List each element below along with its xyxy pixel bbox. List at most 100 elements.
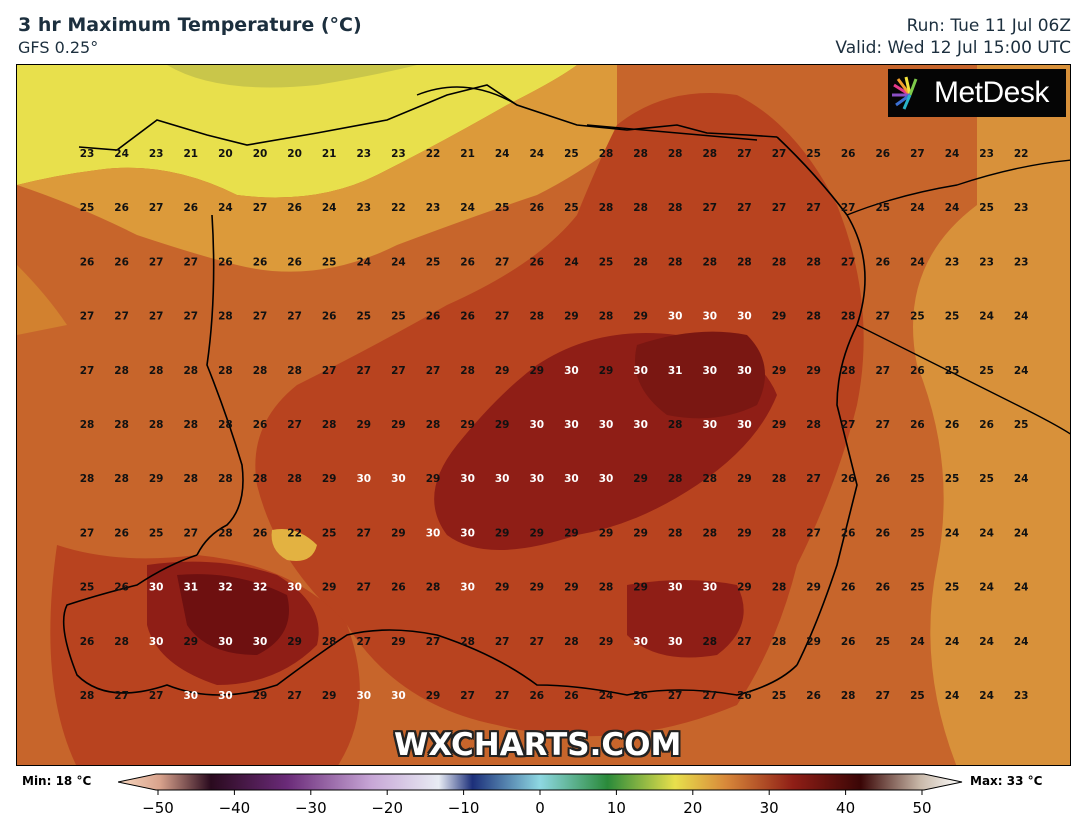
grid-value: 27	[183, 311, 198, 323]
grid-value: 27	[356, 582, 371, 594]
grid-value: 28	[633, 148, 648, 160]
grid-value: 24	[114, 148, 129, 160]
grid-value: 26	[529, 256, 544, 268]
grid-value: 28	[183, 419, 198, 431]
grid-value: 26	[114, 582, 129, 594]
grid-value: 25	[772, 690, 787, 702]
grid-value: 30	[529, 419, 544, 431]
grid-value: 24	[979, 311, 994, 323]
grid-value: 23	[80, 148, 95, 160]
grid-value: 24	[1014, 311, 1029, 323]
grid-value: 29	[806, 636, 821, 648]
grid-value: 22	[426, 148, 441, 160]
metdesk-starburst-icon	[892, 76, 918, 110]
grid-value: 25	[979, 202, 994, 214]
grid-value: 27	[149, 690, 164, 702]
border-west	[196, 214, 244, 556]
grid-value: 29	[633, 527, 648, 539]
grid-value: 26	[460, 311, 475, 323]
grid-value: 27	[875, 419, 890, 431]
grid-value: 28	[218, 473, 233, 485]
grid-value: 25	[1014, 419, 1029, 431]
grid-value: 28	[841, 311, 856, 323]
grid-value: 28	[737, 256, 752, 268]
grid-value: 27	[356, 527, 371, 539]
grid-value: 25	[979, 473, 994, 485]
grid-value: 24	[322, 202, 337, 214]
grid-value: 31	[668, 365, 683, 377]
grid-value: 24	[564, 256, 579, 268]
grid-value: 30	[149, 636, 164, 648]
grid-value: 25	[564, 202, 579, 214]
scale-tick-label: −10	[448, 799, 480, 817]
grid-value: 26	[806, 690, 821, 702]
grid-value: 23	[945, 256, 960, 268]
scale-tick-label: 30	[760, 799, 779, 817]
grid-value: 24	[1014, 473, 1029, 485]
grid-value: 24	[460, 202, 475, 214]
grid-value: 27	[183, 256, 198, 268]
grid-value: 28	[218, 311, 233, 323]
grid-value: 21	[322, 148, 337, 160]
grid-value: 27	[114, 690, 129, 702]
grid-value: 24	[529, 148, 544, 160]
grid-value: 20	[287, 148, 302, 160]
grid-value: 28	[80, 419, 95, 431]
grid-value: 28	[841, 690, 856, 702]
grid-value: 24	[945, 148, 960, 160]
cool-zone-sea	[167, 65, 417, 88]
grid-value: 26	[218, 256, 233, 268]
grid-value: 30	[183, 690, 198, 702]
model-label: GFS 0.25°	[18, 38, 99, 57]
grid-value: 29	[529, 527, 544, 539]
grid-value: 26	[875, 473, 890, 485]
grid-value: 28	[183, 365, 198, 377]
grid-value: 28	[772, 582, 787, 594]
grid-value: 26	[114, 527, 129, 539]
grid-value: 29	[737, 473, 752, 485]
grid-value: 28	[599, 582, 614, 594]
grid-value: 27	[668, 690, 683, 702]
grid-value: 28	[772, 256, 787, 268]
grid-value: 23	[979, 148, 994, 160]
grid-value: 30	[564, 419, 579, 431]
grid-value: 28	[702, 527, 717, 539]
scale-tick-label: −50	[142, 799, 174, 817]
grid-value: 29	[564, 527, 579, 539]
metdesk-logo-text: MetDesk	[934, 76, 1049, 109]
grid-value: 24	[1014, 527, 1029, 539]
grid-value: 25	[322, 527, 337, 539]
grid-value: 30	[391, 473, 406, 485]
grid-value: 29	[737, 582, 752, 594]
grid-value: 23	[979, 256, 994, 268]
grid-value: 27	[806, 202, 821, 214]
grid-value: 24	[218, 202, 233, 214]
grid-value: 24	[1014, 582, 1029, 594]
temperature-map[interactable]: 23 24 23 21 20 20 20 21 23 23 22 21 24 24 25 28 28 28 28 27…	[16, 64, 1071, 766]
grid-value: 26	[322, 311, 337, 323]
grid-value: 27	[149, 202, 164, 214]
grid-value: 27	[702, 202, 717, 214]
grid-value: 23	[1014, 256, 1029, 268]
grid-value: 27	[806, 527, 821, 539]
grid-value: 28	[599, 148, 614, 160]
grid-value: 30	[737, 419, 752, 431]
grid-value: 28	[806, 311, 821, 323]
map-canvas: 23 24 23 21 20 20 20 21 23 23 22 21 24 24 25 28 28 28 28 27…	[17, 65, 1070, 765]
grid-value: 26	[910, 365, 925, 377]
grid-value: 21	[183, 148, 198, 160]
grid-value: 29	[529, 582, 544, 594]
grid-value: 26	[841, 148, 856, 160]
grid-value: 28	[218, 527, 233, 539]
grid-value: 29	[737, 527, 752, 539]
grid-value: 30	[702, 419, 717, 431]
grid-value: 25	[322, 256, 337, 268]
grid-value: 23	[356, 202, 371, 214]
grid-value: 29	[183, 636, 198, 648]
grid-value: 28	[668, 256, 683, 268]
grid-value: 30	[287, 582, 302, 594]
grid-value: 29	[426, 690, 441, 702]
grid-value: 24	[979, 527, 994, 539]
grid-value: 27	[772, 202, 787, 214]
grid-value: 30	[495, 473, 510, 485]
